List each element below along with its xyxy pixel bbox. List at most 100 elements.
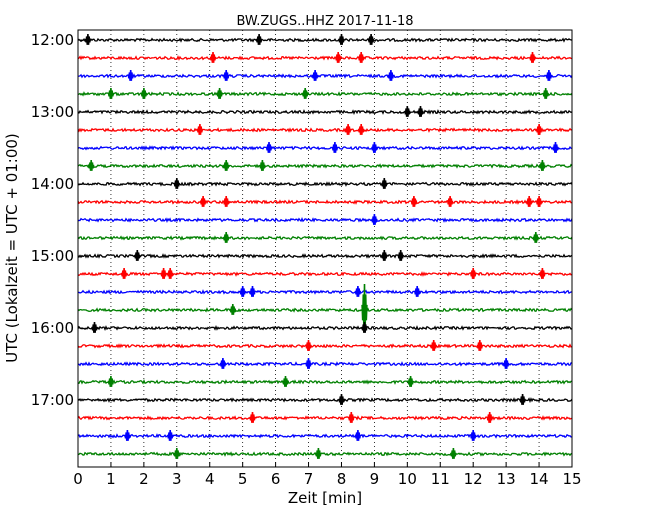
trace-1500: [77, 249, 573, 261]
trace-1530: [77, 285, 573, 297]
trace-1215: [77, 51, 573, 63]
trace-1630: [77, 357, 573, 369]
trace-1600: [77, 321, 573, 333]
trace-line: [77, 199, 573, 205]
trace-1730: [77, 429, 573, 441]
seismic-event: [371, 213, 378, 225]
seismic-event: [552, 141, 559, 153]
trace-1515: [77, 267, 573, 279]
seismic-event: [450, 447, 457, 459]
seismic-event: [387, 69, 395, 81]
trace-line: [77, 289, 573, 295]
seismic-event: [173, 447, 180, 459]
seismic-event: [167, 429, 174, 441]
plot-frame: [77, 29, 573, 468]
trace-1400: [77, 177, 573, 189]
y-tick-label: 16:00: [31, 319, 74, 337]
y-tick-label: 17:00: [31, 391, 74, 409]
seismic-event: [88, 159, 95, 171]
seismic-event: [107, 87, 115, 99]
seismic-event: [545, 69, 553, 81]
trace-1615: [77, 339, 573, 351]
trace-1300: [77, 105, 573, 117]
seismic-event: [124, 429, 131, 441]
seismic-event: [282, 375, 289, 387]
seismic-event: [348, 411, 355, 423]
trace-1200: [77, 33, 573, 45]
y-tick-label: 15:00: [31, 247, 74, 265]
seismic-event: [519, 393, 526, 405]
seismic-event: [305, 357, 312, 369]
seismic-event: [430, 339, 437, 351]
seismic-event: [331, 141, 339, 153]
trace-line: [77, 253, 573, 259]
x-axis-label: Zeit [min]: [288, 489, 362, 507]
seismic-event: [199, 195, 207, 207]
trace-line: [77, 181, 573, 187]
seismic-event: [529, 51, 536, 63]
seismic-event: [249, 411, 256, 423]
trace-line: [77, 73, 573, 79]
trace-line: [77, 307, 573, 313]
seismic-event: [120, 267, 128, 279]
seismic-event: [361, 283, 368, 331]
trace-line: [77, 451, 573, 457]
trace-1315: [77, 123, 573, 135]
trace-1430: [77, 213, 573, 225]
seismic-event: [223, 159, 230, 171]
trace-line: [77, 325, 573, 331]
trace-line: [77, 55, 573, 61]
trace-1415: [77, 195, 573, 207]
x-tick-label: 13: [497, 470, 516, 488]
seismic-event: [486, 411, 493, 423]
x-tick-label: 2: [139, 470, 149, 488]
x-tick-label: 7: [304, 470, 314, 488]
x-axis: 0 1 2 3 4 5 6 7 8 9 10 11 12 13 14 15: [73, 462, 582, 488]
trace-line: [77, 271, 573, 277]
trace-line: [77, 37, 573, 43]
trace-line: [77, 378, 573, 385]
y-axis: 12:00 13:00 14:00 15:00 16:00 17:00: [31, 31, 83, 409]
trace-line: [77, 217, 573, 223]
seismic-event: [535, 195, 543, 207]
seismic-event: [91, 321, 98, 333]
seismic-event: [361, 321, 368, 333]
trace-line: [77, 415, 573, 421]
seismic-event: [160, 267, 167, 279]
seismic-event: [239, 285, 246, 297]
trace-line: [77, 163, 573, 169]
grid: [110, 30, 540, 467]
trace-line: [77, 397, 573, 404]
seismic-event: [344, 123, 352, 135]
seismic-event: [381, 177, 388, 189]
trace-line: [77, 433, 573, 439]
seismic-event: [223, 195, 230, 207]
seismic-event: [311, 69, 319, 81]
seismic-event: [302, 87, 309, 99]
seismic-event: [265, 141, 273, 153]
trace-line: [77, 145, 573, 151]
seismic-event: [371, 141, 378, 153]
seismic-event: [539, 267, 546, 279]
seismic-event: [259, 159, 266, 171]
seismic-event: [410, 195, 418, 207]
seismic-event: [229, 303, 236, 315]
seismic-event: [470, 267, 477, 279]
seismic-event: [470, 429, 477, 441]
chart-title: BW.ZUGS..HHZ 2017-11-18: [236, 14, 413, 29]
seismic-event: [354, 429, 362, 441]
seismic-event: [354, 285, 362, 297]
x-tick-label: 14: [530, 470, 549, 488]
seismic-event: [216, 87, 223, 99]
trace-1345: [77, 159, 573, 171]
seismic-event: [255, 33, 263, 45]
seismic-event: [315, 447, 322, 459]
x-tick-label: 11: [431, 470, 450, 488]
seismic-event: [502, 357, 510, 369]
seismic-event: [249, 285, 256, 297]
seismic-event: [84, 33, 92, 45]
x-tick-label: 12: [464, 470, 483, 488]
trace-line: [77, 127, 573, 133]
seismic-event: [335, 51, 342, 63]
x-tick-label: 9: [370, 470, 380, 488]
